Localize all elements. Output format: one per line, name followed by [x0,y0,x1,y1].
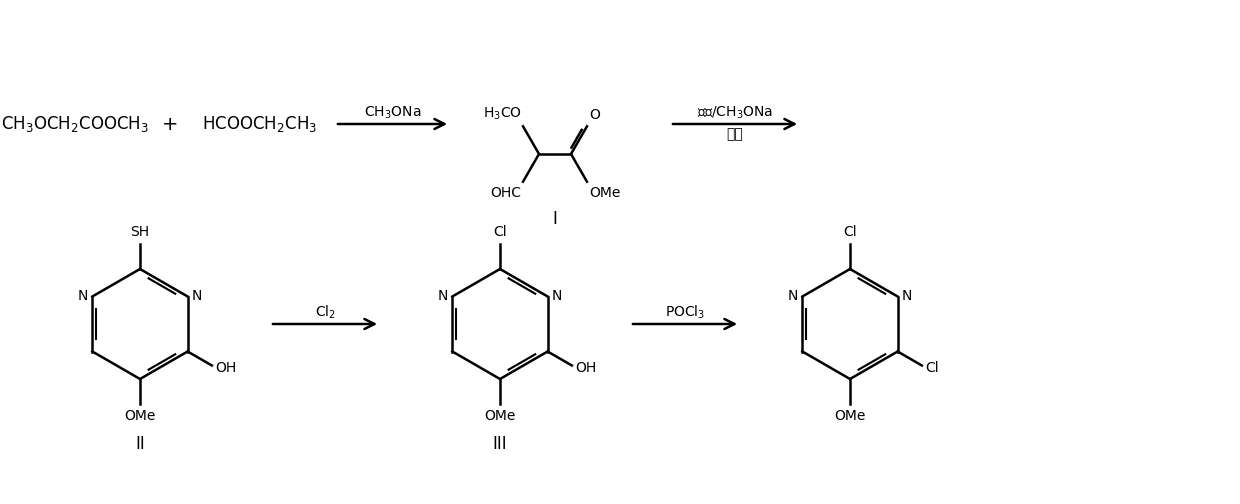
Text: 甲醇: 甲醇 [727,127,743,141]
Text: OMe: OMe [485,409,516,423]
Text: CH$_3$OCH$_2$COOCH$_3$: CH$_3$OCH$_2$COOCH$_3$ [1,114,149,134]
Text: HCOOCH$_2$CH$_3$: HCOOCH$_2$CH$_3$ [202,114,317,134]
Text: N: N [78,288,88,302]
Text: H$_3$CO: H$_3$CO [484,106,522,122]
Text: +: + [161,114,179,134]
Text: III: III [492,435,507,453]
Text: N: N [192,288,202,302]
Text: SH: SH [130,225,150,239]
Text: O: O [589,108,600,122]
Text: Cl: Cl [494,225,507,239]
Text: OHC: OHC [490,185,521,200]
Text: OMe: OMe [589,185,620,200]
Text: OMe: OMe [124,409,156,423]
Text: N: N [787,288,799,302]
Text: OH: OH [215,360,236,374]
Text: N: N [438,288,449,302]
Text: N: N [552,288,562,302]
Text: N: N [901,288,911,302]
Text: Cl$_2$: Cl$_2$ [315,303,336,321]
Text: Cl: Cl [843,225,857,239]
Text: CH$_3$ONa: CH$_3$ONa [363,105,422,121]
Text: I: I [553,210,558,228]
Text: 硫脲/CH$_3$ONa: 硫脲/CH$_3$ONa [697,105,774,121]
Text: II: II [135,435,145,453]
Text: Cl: Cl [925,360,939,374]
Text: OH: OH [575,360,596,374]
Text: OMe: OMe [835,409,866,423]
Text: POCl$_3$: POCl$_3$ [665,303,706,321]
